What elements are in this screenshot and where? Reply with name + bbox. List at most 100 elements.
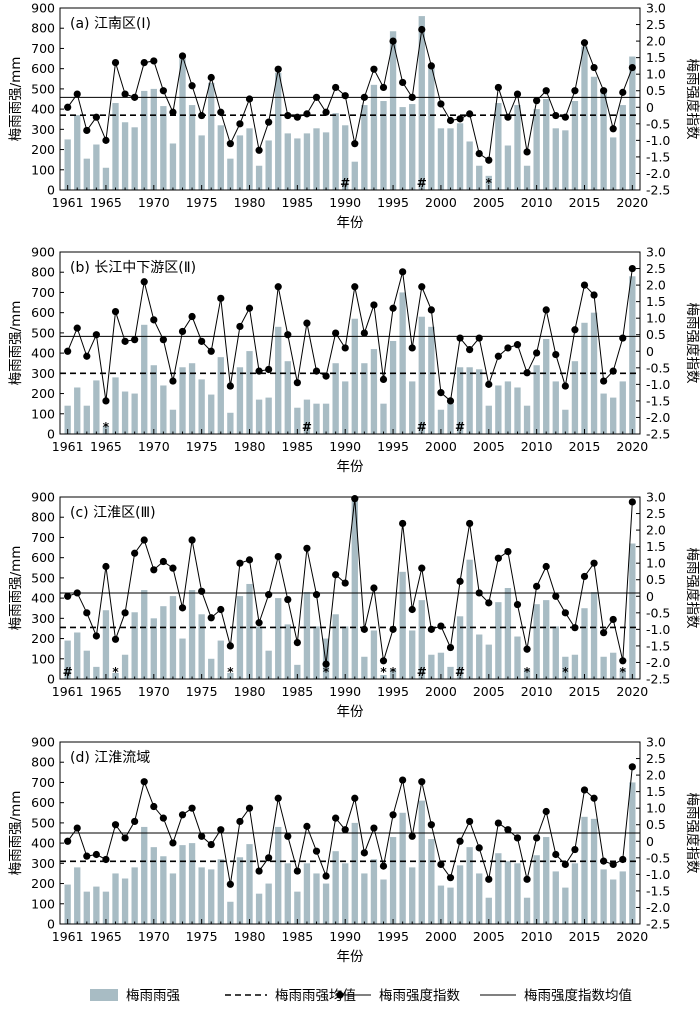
index-point-1977 xyxy=(217,826,225,834)
index-point-1984 xyxy=(284,595,292,604)
index-point-1969 xyxy=(140,278,148,286)
y2-tick-label: 1.0 xyxy=(646,67,666,82)
x-tick-label-2005: 2005 xyxy=(473,195,505,210)
index-point-1978 xyxy=(226,140,234,148)
index-point-1970 xyxy=(150,802,158,811)
bar-2009 xyxy=(523,405,531,434)
x-tick-label-2010: 2010 xyxy=(521,684,553,699)
index-point-1986 xyxy=(303,110,311,118)
bar-1968 xyxy=(131,867,138,924)
index-point-2016 xyxy=(590,63,598,72)
bar-2018 xyxy=(610,397,617,434)
y2-tick-label: -2.0 xyxy=(646,655,670,670)
bar-2010 xyxy=(533,365,540,434)
index-point-1988 xyxy=(322,372,330,380)
index-point-1977 xyxy=(217,294,225,302)
y2-tick-label: 3.0 xyxy=(646,1,666,16)
bar-2001 xyxy=(447,128,454,190)
y2-tick-label: -2.0 xyxy=(646,900,670,915)
index-point-1996 xyxy=(399,268,407,276)
plot-frame xyxy=(59,7,641,191)
bar-1973 xyxy=(179,638,186,679)
y2-tick-label: -2.5 xyxy=(646,183,670,198)
index-point-1964 xyxy=(92,850,100,859)
bar-1963 xyxy=(83,650,90,679)
bar-1973 xyxy=(179,367,186,434)
marker-1988: * xyxy=(323,665,330,679)
x-tick-label-1970: 1970 xyxy=(138,929,170,944)
bar-1972 xyxy=(169,873,177,924)
x-tick-label-2015: 2015 xyxy=(569,929,601,944)
legend-item-3: 梅雨强度指数 xyxy=(335,988,460,1004)
index-point-1973 xyxy=(178,811,187,819)
legend-bar-swatch xyxy=(90,989,118,1001)
index-point-2009 xyxy=(523,875,531,883)
index-point-1979 xyxy=(236,322,244,331)
x-tick-label-2010: 2010 xyxy=(521,929,553,944)
bar-2013 xyxy=(562,409,569,434)
index-point-2006 xyxy=(494,554,502,562)
bar-1989 xyxy=(332,614,339,679)
y2-tick-label: 1.0 xyxy=(646,556,666,571)
x-tick-label-1970: 1970 xyxy=(138,195,170,210)
index-point-1992 xyxy=(360,93,368,101)
x-tick-label-1965: 1965 xyxy=(90,439,122,454)
bar-2001 xyxy=(447,666,454,679)
index-point-2014 xyxy=(571,87,579,95)
index-point-1999 xyxy=(427,62,435,70)
chart-panel-1: 0 100 200 300 400 500 600 700 800 900 3.02.5 2.01.5… xyxy=(8,1,700,232)
bar-1998 xyxy=(418,800,425,924)
bar-1989 xyxy=(332,363,339,434)
bar-1998 xyxy=(418,316,425,434)
bar-1986 xyxy=(303,592,311,679)
y2-tick-label: 1.0 xyxy=(646,801,666,816)
x-tick-label-1965: 1965 xyxy=(90,195,122,210)
x-tick-label-1975: 1975 xyxy=(186,684,218,699)
index-point-1967 xyxy=(121,337,129,345)
index-point-2019 xyxy=(619,657,627,665)
index-point-2001 xyxy=(446,116,455,125)
index-point-1970 xyxy=(150,316,158,324)
y-tick-label-500: 500 xyxy=(31,570,55,585)
index-point-1995 xyxy=(389,811,397,819)
y2-tick-label: 0 xyxy=(646,344,654,359)
marker-1990: # xyxy=(340,176,350,190)
index-point-2008 xyxy=(513,90,522,98)
bar-2004 xyxy=(476,873,483,924)
x-tick-label-2000: 2000 xyxy=(425,439,457,454)
x-tick-label-1990: 1990 xyxy=(329,929,361,944)
legend-label: 梅雨雨强均值 xyxy=(275,988,356,1004)
bar-1973 xyxy=(179,845,186,924)
bar-2003 xyxy=(466,141,473,190)
y-tick-label-700: 700 xyxy=(31,41,55,56)
y-tick-label-500: 500 xyxy=(31,81,55,96)
index-point-2007 xyxy=(504,826,512,834)
index-point-1994 xyxy=(379,862,388,870)
index-point-1968 xyxy=(131,93,139,101)
y2-tick-label: 0 xyxy=(646,100,654,115)
index-point-2006 xyxy=(494,819,502,827)
y2-tick-label: -2.5 xyxy=(646,672,670,687)
index-point-1976 xyxy=(207,347,215,355)
x-tick-label-2020: 2020 xyxy=(616,684,648,699)
index-point-2019 xyxy=(619,334,627,342)
bar-1971 xyxy=(160,606,167,679)
index-point-1990 xyxy=(341,579,349,587)
x-tick-label-1965: 1965 xyxy=(90,684,122,699)
legend-item-2: 梅雨雨强均值 xyxy=(225,988,356,1004)
bar-1996 xyxy=(399,292,406,434)
index-point-1963 xyxy=(83,852,91,860)
index-point-1986 xyxy=(303,822,311,830)
x-tick-label-2005: 2005 xyxy=(473,439,505,454)
bar-1976 xyxy=(208,394,215,434)
y-tick-label-600: 600 xyxy=(31,61,55,76)
index-point-1970 xyxy=(150,566,158,574)
bar-2009 xyxy=(523,897,531,924)
bar-2008 xyxy=(514,105,521,190)
bar-1965 xyxy=(102,610,110,679)
bar-1992 xyxy=(361,873,368,924)
index-point-2003 xyxy=(466,110,474,118)
index-point-1990 xyxy=(341,92,349,100)
y2-tick-label: 3.0 xyxy=(646,490,666,505)
